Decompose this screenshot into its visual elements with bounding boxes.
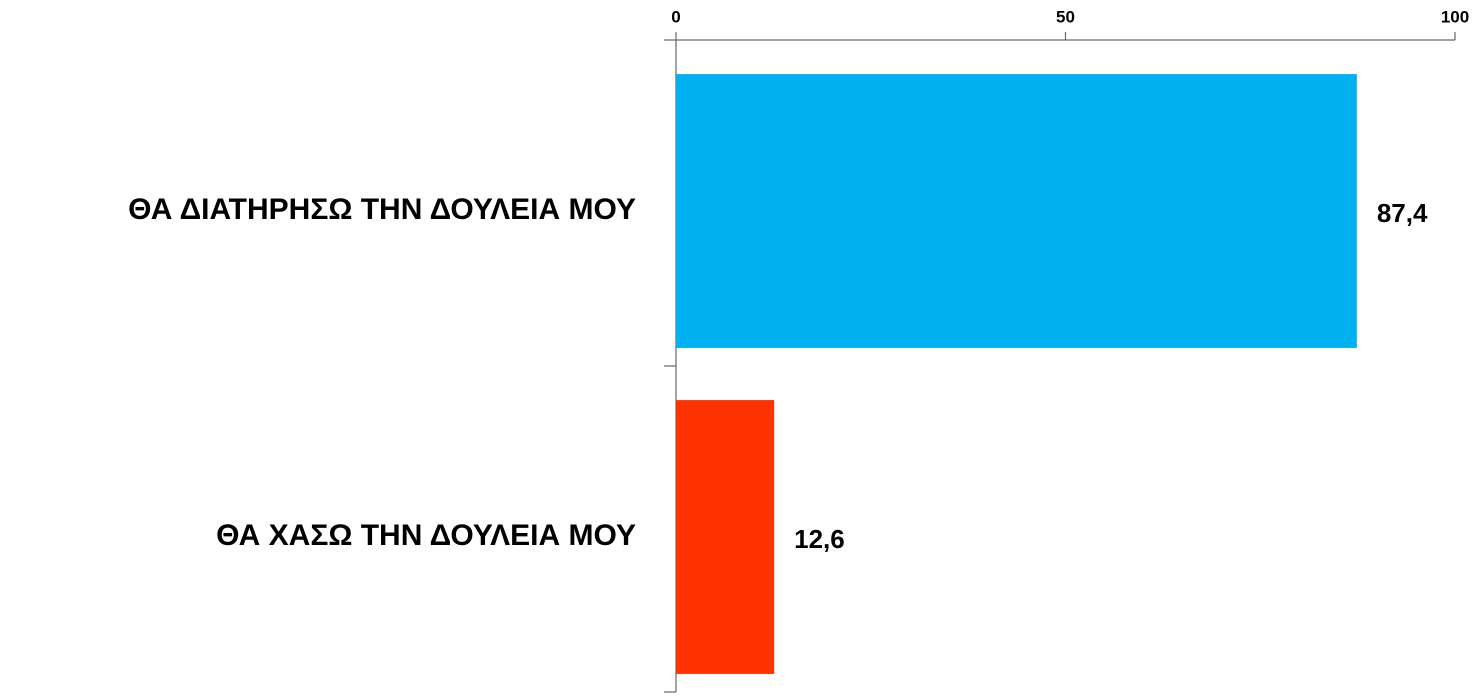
x-tick-label: 50 xyxy=(1056,7,1075,26)
category-label: ΘΑ ΔΙΑΤΗΡΗΣΩ ΤΗΝ ΔΟΥΛΕΙΑ ΜΟΥ xyxy=(128,193,636,226)
value-label: 12,6 xyxy=(794,524,845,554)
bar xyxy=(676,74,1357,348)
x-tick-label: 0 xyxy=(671,7,680,26)
value-label: 87,4 xyxy=(1377,198,1428,228)
bar xyxy=(676,400,775,674)
x-tick-label: 100 xyxy=(1441,7,1469,26)
category-label: ΘΑ ΧΑΣΩ ΤΗΝ ΔΟΥΛΕΙΑ ΜΟΥ xyxy=(216,519,636,552)
